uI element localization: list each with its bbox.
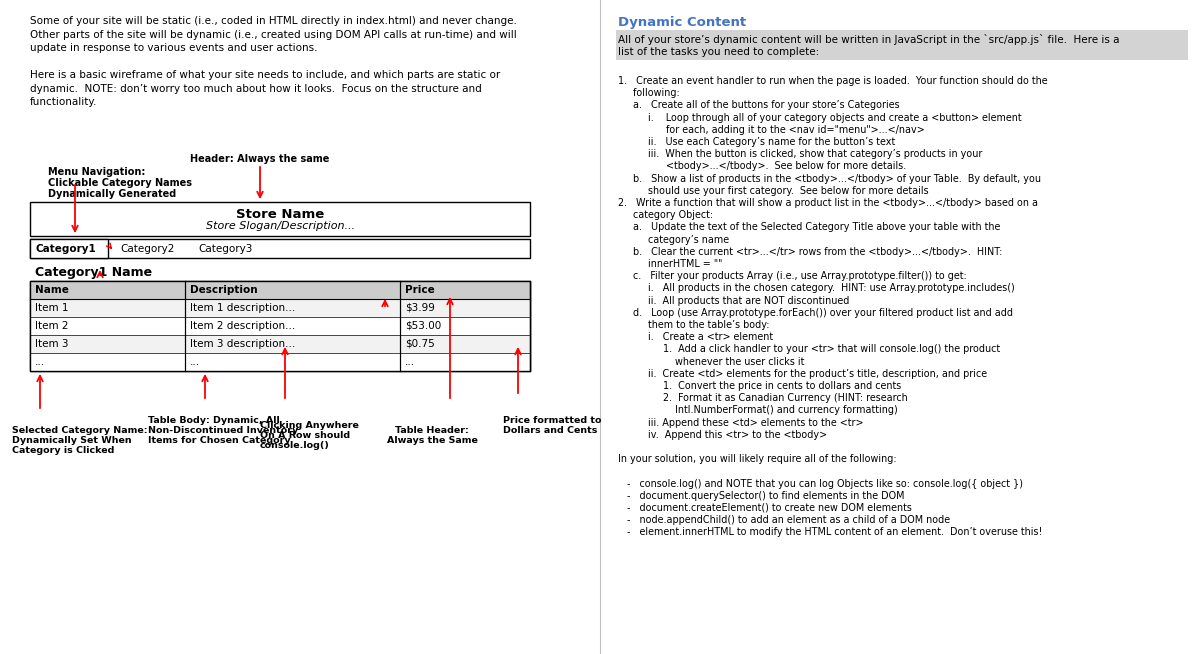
Text: Item 1 description...: Item 1 description... — [190, 303, 295, 313]
Text: a.   Update the text of the Selected Category Title above your table with the: a. Update the text of the Selected Categ… — [618, 222, 1001, 232]
Bar — [30, 317, 530, 335]
Text: Name: Name — [35, 285, 68, 295]
Text: iii.  When the button is clicked, show that category’s products in your: iii. When the button is clicked, show th… — [618, 149, 983, 159]
Bar — [30, 281, 530, 371]
Text: -   document.createElement() to create new DOM elements: - document.createElement() to create new… — [618, 503, 912, 513]
Text: functionality.: functionality. — [30, 97, 97, 107]
Text: $0.75: $0.75 — [406, 339, 434, 349]
Text: 2.  Format it as Canadian Currency (HINT: research: 2. Format it as Canadian Currency (HINT:… — [618, 393, 907, 404]
Text: Here is a basic wireframe of what your site needs to include, and which parts ar: Here is a basic wireframe of what your s… — [30, 70, 500, 80]
Text: Dynamically Generated: Dynamically Generated — [48, 189, 176, 199]
Bar — [30, 202, 530, 236]
Text: Item 3 description...: Item 3 description... — [190, 339, 295, 349]
Text: category’s name: category’s name — [618, 235, 730, 245]
Text: following:: following: — [618, 88, 679, 98]
Text: Description: Description — [190, 285, 258, 295]
Text: ...: ... — [35, 357, 46, 367]
Bar — [30, 281, 530, 299]
Text: On A Row should: On A Row should — [260, 431, 350, 440]
Text: list of the tasks you need to complete:: list of the tasks you need to complete: — [618, 47, 820, 57]
Text: a.   Create all of the buttons for your store’s Categories: a. Create all of the buttons for your st… — [618, 101, 900, 111]
Text: i.   Create a <tr> element: i. Create a <tr> element — [618, 332, 773, 342]
Text: ...: ... — [406, 357, 415, 367]
Text: $3.99: $3.99 — [406, 303, 434, 313]
Bar — [616, 30, 1188, 60]
Text: Non-Discontinued Inventory: Non-Discontinued Inventory — [148, 426, 299, 435]
Text: should use your first category.  See below for more details: should use your first category. See belo… — [618, 186, 929, 196]
Text: Dynamic Content: Dynamic Content — [618, 16, 746, 29]
Text: d.   Loop (use Array.prototype.forEach()) over your filtered product list and ad: d. Loop (use Array.prototype.forEach()) … — [618, 308, 1013, 318]
Text: Store Name: Store Name — [236, 209, 324, 222]
Text: Clicking Anywhere: Clicking Anywhere — [260, 421, 359, 430]
Text: Menu Navigation:: Menu Navigation: — [48, 167, 145, 177]
Text: console.log(): console.log() — [260, 441, 330, 450]
Text: 1.  Convert the price in cents to dollars and cents: 1. Convert the price in cents to dollars… — [618, 381, 901, 391]
Text: 1.   Create an event handler to run when the page is loaded.  Your function shou: 1. Create an event handler to run when t… — [618, 76, 1048, 86]
Text: category Object:: category Object: — [618, 210, 713, 220]
Text: $53.00: $53.00 — [406, 321, 442, 331]
Bar — [30, 299, 530, 317]
Text: iv.  Append this <tr> to the <tbody>: iv. Append this <tr> to the <tbody> — [618, 430, 827, 439]
Text: ...: ... — [190, 357, 200, 367]
Text: All of your store’s dynamic content will be written in JavaScript in the `src/ap: All of your store’s dynamic content will… — [618, 34, 1120, 45]
Text: Category1: Category1 — [35, 243, 96, 254]
Text: Intl.NumberFormat() and currency formatting): Intl.NumberFormat() and currency formatt… — [618, 405, 898, 415]
Text: i.   All products in the chosen category.  HINT: use Array.prototype.includes(): i. All products in the chosen category. … — [618, 283, 1015, 294]
Text: Items for Chosen Category: Items for Chosen Category — [148, 436, 290, 445]
Text: 2.   Write a function that will show a product list in the <tbody>...</tbody> ba: 2. Write a function that will show a pro… — [618, 198, 1038, 208]
Bar — [30, 335, 530, 353]
Text: Price formatted to: Price formatted to — [503, 416, 601, 425]
Text: Some of your site will be static (i.e., coded in HTML directly in index.html) an: Some of your site will be static (i.e., … — [30, 16, 517, 26]
Text: b.   Show a list of products in the <tbody>...</tbody> of your Table.  By defaul: b. Show a list of products in the <tbody… — [618, 173, 1042, 184]
Text: Table Body: Dynamic, All: Table Body: Dynamic, All — [148, 416, 280, 425]
Bar — [30, 281, 530, 371]
Text: Item 2: Item 2 — [35, 321, 68, 331]
Text: Category is Clicked: Category is Clicked — [12, 446, 114, 455]
Text: innerHTML = "": innerHTML = "" — [618, 259, 722, 269]
Text: 1.  Add a click handler to your <tr> that will console.log() the product: 1. Add a click handler to your <tr> that… — [618, 345, 1000, 354]
Text: Clickable Category Names: Clickable Category Names — [48, 178, 192, 188]
Bar — [30, 239, 530, 258]
Text: Other parts of the site will be dynamic (i.e., created using DOM API calls at ru: Other parts of the site will be dynamic … — [30, 29, 517, 39]
Text: Selected Category Name:: Selected Category Name: — [12, 426, 148, 435]
Text: iii. Append these <td> elements to the <tr>: iii. Append these <td> elements to the <… — [618, 418, 864, 428]
Text: ii.  All products that are NOT discontinued: ii. All products that are NOT discontinu… — [618, 296, 850, 305]
Text: Dynamically Set When: Dynamically Set When — [12, 436, 132, 445]
Text: dynamic.  NOTE: don’t worry too much about how it looks.  Focus on the structure: dynamic. NOTE: don’t worry too much abou… — [30, 84, 481, 94]
Text: Table Header:: Table Header: — [395, 426, 469, 435]
Text: b.   Clear the current <tr>...</tr> rows from the <tbody>...</tbody>.  HINT:: b. Clear the current <tr>...</tr> rows f… — [618, 247, 1002, 257]
Bar — [30, 353, 530, 371]
Text: for each, adding it to the <nav id="menu">...</nav>: for each, adding it to the <nav id="menu… — [618, 125, 925, 135]
Text: <tbody>...</tbody>.  See below for more details.: <tbody>...</tbody>. See below for more d… — [618, 162, 906, 171]
Text: Category3: Category3 — [198, 243, 252, 254]
Text: Item 3: Item 3 — [35, 339, 68, 349]
Text: -   node.appendChild() to add an element as a child of a DOM node: - node.appendChild() to add an element a… — [618, 515, 950, 525]
Text: them to the table’s body:: them to the table’s body: — [618, 320, 769, 330]
Text: -   console.log() and NOTE that you can log Objects like so: console.log({ objec: - console.log() and NOTE that you can lo… — [618, 479, 1022, 489]
Text: Always the Same: Always the Same — [386, 436, 478, 445]
Text: Dollars and Cents: Dollars and Cents — [503, 426, 598, 435]
Text: Item 1: Item 1 — [35, 303, 68, 313]
Text: -   element.innerHTML to modify the HTML content of an element.  Don’t overuse t: - element.innerHTML to modify the HTML c… — [618, 527, 1043, 538]
Text: ii.   Use each Category’s name for the button’s text: ii. Use each Category’s name for the but… — [618, 137, 895, 147]
Text: i.    Loop through all of your category objects and create a <button> element: i. Loop through all of your category obj… — [618, 112, 1021, 122]
Text: Category1 Name: Category1 Name — [35, 266, 152, 279]
Text: c.   Filter your products Array (i.e., use Array.prototype.filter()) to get:: c. Filter your products Array (i.e., use… — [618, 271, 967, 281]
Text: Category2: Category2 — [120, 243, 174, 254]
Text: Price: Price — [406, 285, 434, 295]
Text: Store Slogan/Description...: Store Slogan/Description... — [205, 221, 354, 231]
Text: ii.  Create <td> elements for the product’s title, description, and price: ii. Create <td> elements for the product… — [618, 369, 988, 379]
Text: -   document.querySelector() to find elements in the DOM: - document.querySelector() to find eleme… — [618, 490, 905, 501]
Text: update in response to various events and user actions.: update in response to various events and… — [30, 43, 318, 53]
Text: Header: Always the same: Header: Always the same — [191, 154, 330, 164]
Text: whenever the user clicks it: whenever the user clicks it — [618, 356, 804, 367]
Text: Item 2 description...: Item 2 description... — [190, 321, 295, 331]
Bar — [30, 239, 108, 258]
Text: In your solution, you will likely require all of the following:: In your solution, you will likely requir… — [618, 454, 896, 464]
